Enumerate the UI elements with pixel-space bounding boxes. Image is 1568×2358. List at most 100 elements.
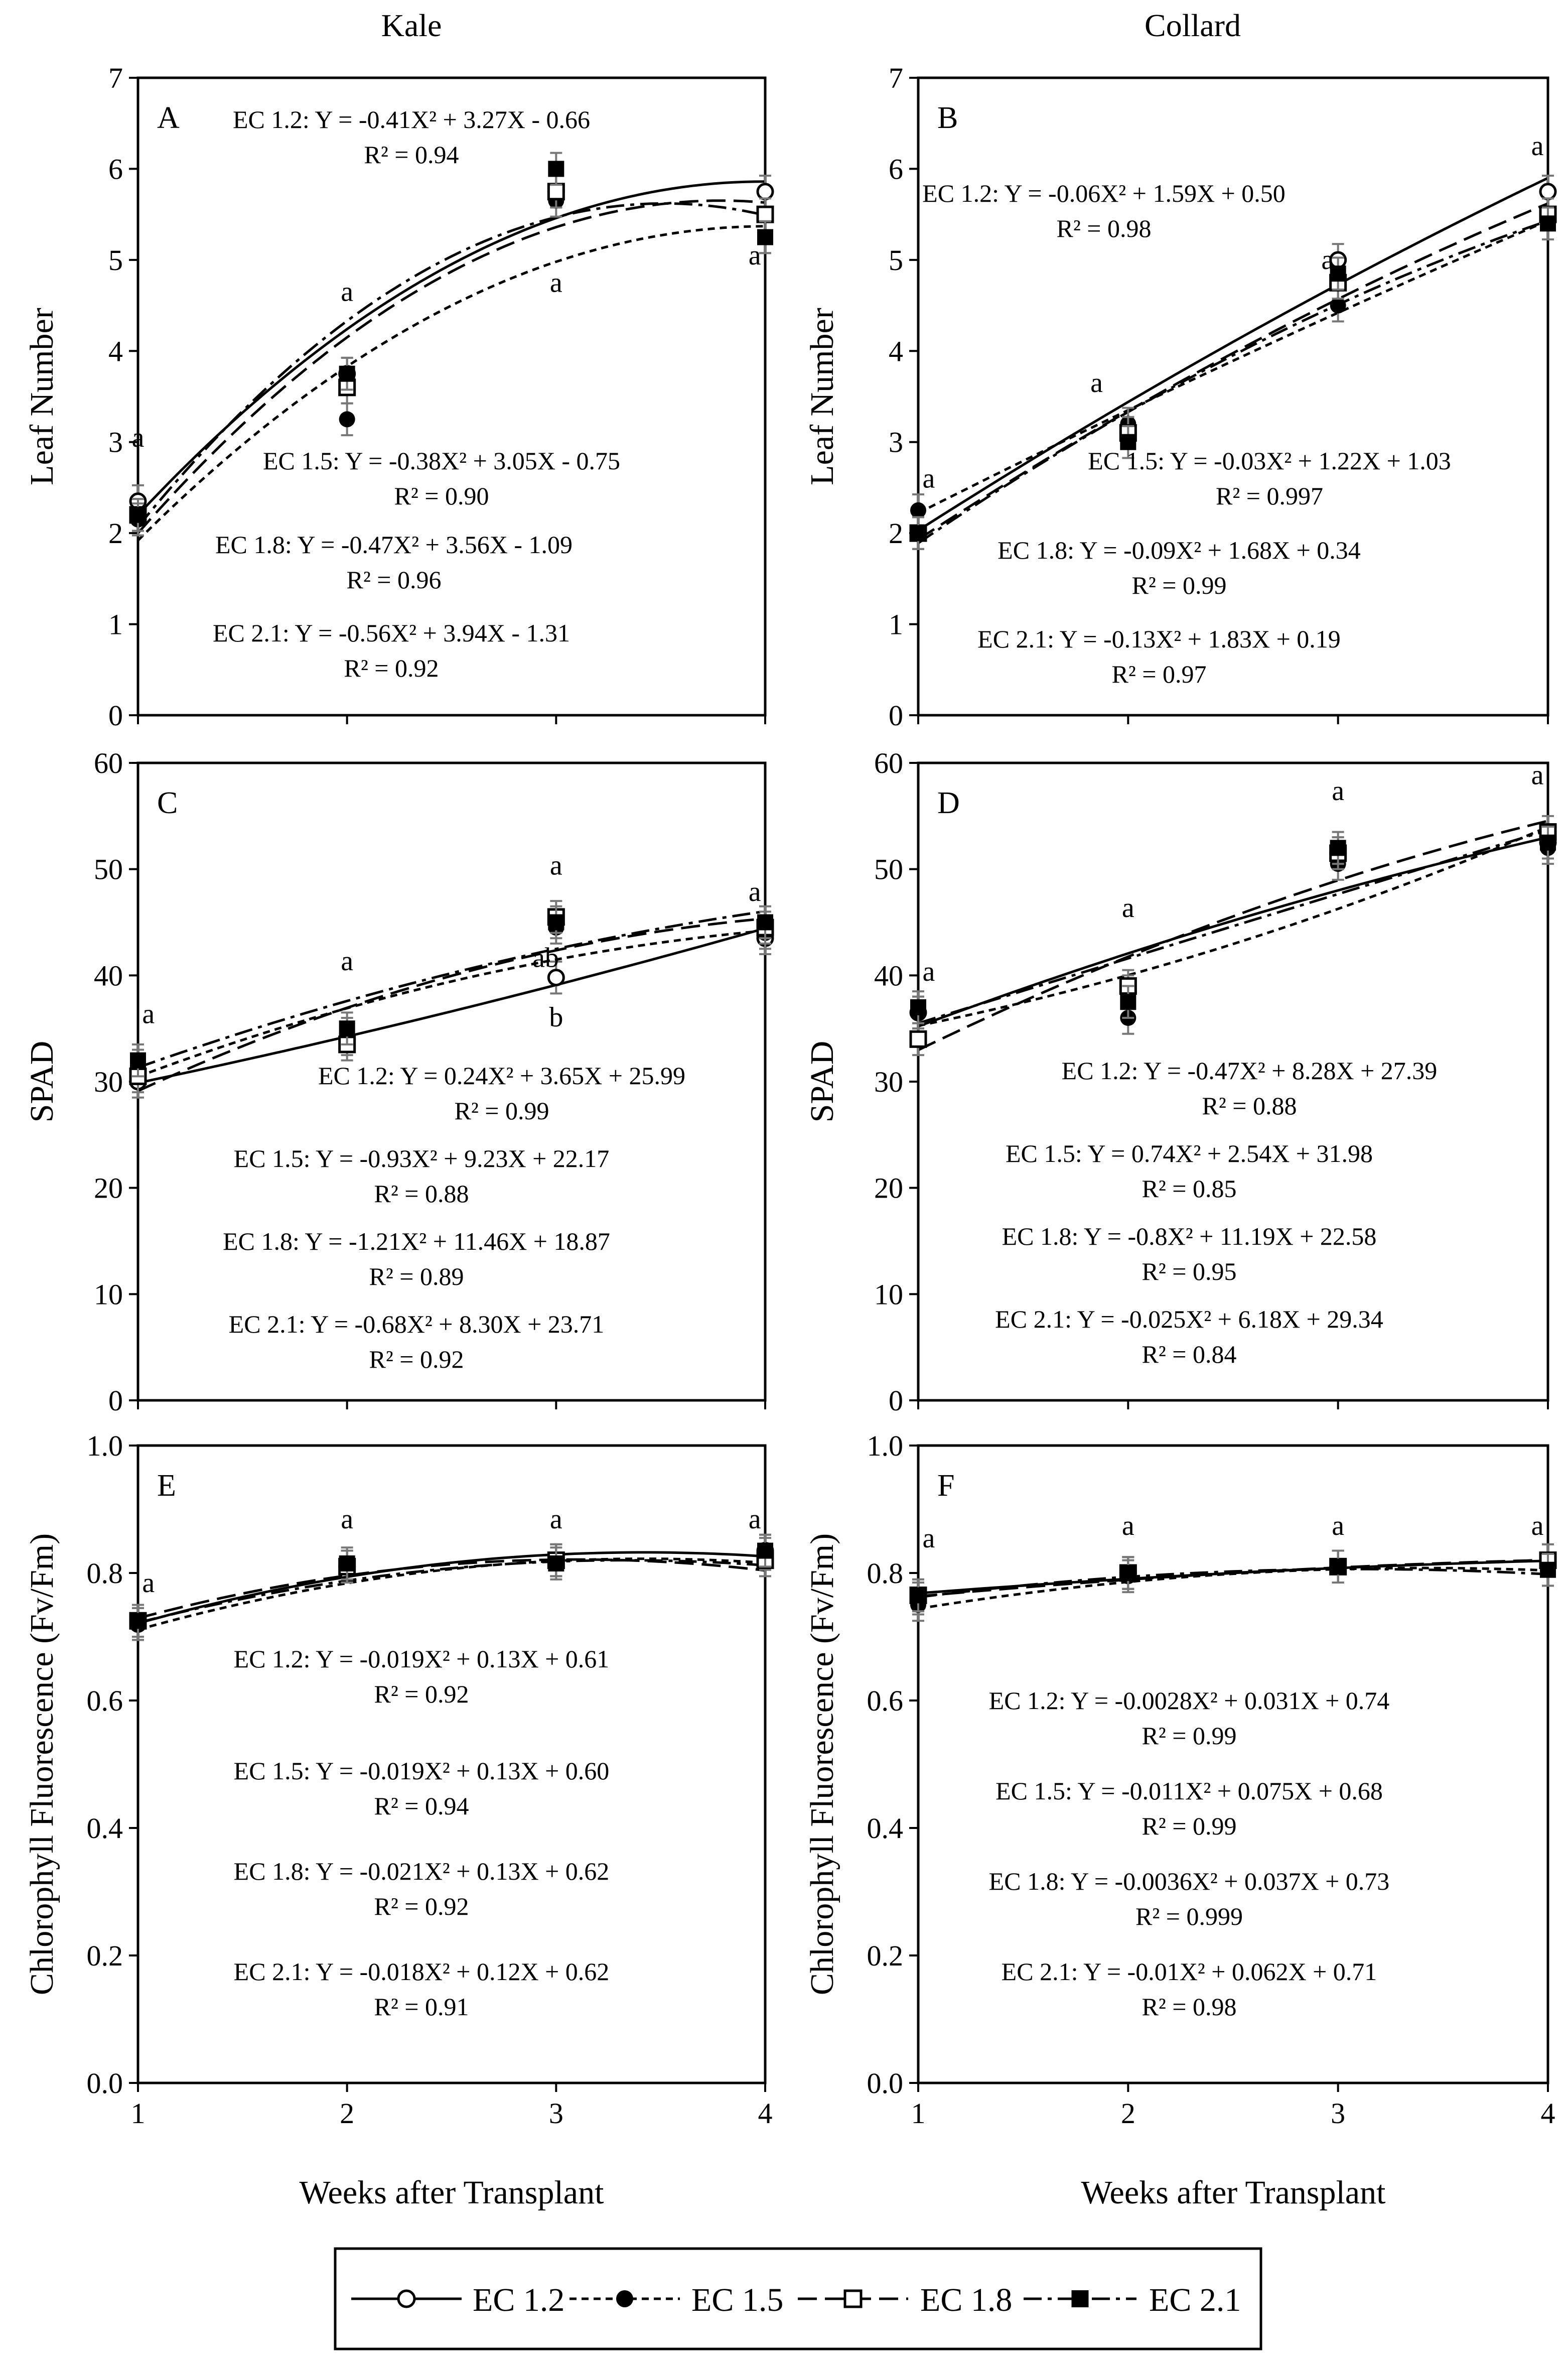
- y-tick-label: 0.8: [87, 1557, 123, 1590]
- x-tick-label: 2: [340, 2097, 354, 2130]
- significance-letter: a: [749, 240, 761, 271]
- regression-equation: EC 1.2: Y = -0.47X² + 8.28X + 27.39: [1062, 1057, 1438, 1085]
- legend-label-ec12: EC 1.2: [473, 2282, 564, 2318]
- fit-curve-ec12: [917, 177, 1549, 532]
- column-title-collard: Collard: [1145, 8, 1241, 43]
- significance-letter: a: [1122, 892, 1134, 924]
- data-point-ec12: [756, 183, 774, 201]
- data-point-ec21: [130, 1613, 146, 1629]
- data-point-ec21: [1540, 1561, 1556, 1578]
- x-tick-label: 4: [758, 2097, 773, 2130]
- significance-letter: a: [142, 999, 155, 1030]
- panel-letter: B: [937, 101, 958, 135]
- data-point-ec12: [1539, 183, 1557, 201]
- y-tick-label: 0: [108, 699, 123, 732]
- y-tick-label: 6: [108, 153, 123, 185]
- significance-letter: a: [1122, 1510, 1134, 1541]
- legend-label-ec15: EC 1.5: [691, 2282, 783, 2318]
- significance-letter: a: [1531, 130, 1544, 162]
- legend-marker-filled-square: [1071, 2290, 1089, 2307]
- panel-f: 0.0 0.2 0.4 0.6 0.8 1.0 1 2 3 4 Chlorophyll Fluore…: [804, 1429, 1557, 2130]
- fit-curve-ec15: [917, 219, 1548, 514]
- regression-equation: EC 2.1: Y = -0.018X² + 0.12X + 0.62: [234, 1957, 610, 1986]
- data-point-ec21: [757, 1542, 773, 1559]
- panel-letter: C: [157, 786, 178, 820]
- r-squared: R² = 0.89: [369, 1262, 464, 1290]
- data-point-ec15: [910, 502, 926, 518]
- panel-d: 0 10 20 30 40 50 60 SPAD Da a a a EC 1.2: Y = -0.47X…: [804, 747, 1557, 1417]
- y-tick-label: 10: [94, 1278, 123, 1311]
- y-tick-label: 0.4: [87, 1812, 123, 1845]
- y-tick-label: 0.6: [867, 1684, 904, 1717]
- y-tick-label: 3: [889, 426, 903, 459]
- regression-equation: EC 1.5: Y = -0.03X² + 1.22X + 1.03: [1088, 447, 1451, 475]
- significance-letter: b: [549, 1002, 563, 1033]
- significance-letter: a: [341, 277, 353, 308]
- r-squared: R² = 0.97: [1111, 660, 1206, 688]
- y-tick-label: 10: [874, 1278, 903, 1311]
- y-tick-label: 1: [108, 608, 123, 641]
- significance-letter: a: [749, 1504, 761, 1535]
- r-squared: R² = 0.94: [374, 1792, 469, 1820]
- regression-equation: EC 1.2: Y = -0.0028X² + 0.031X + 0.74: [989, 1686, 1390, 1715]
- y-tick-label: 7: [889, 62, 903, 94]
- regression-equation: EC 1.8: Y = -0.0036X² + 0.037X + 0.73: [989, 1867, 1390, 1895]
- y-tick-label: 20: [94, 1172, 123, 1205]
- y-tick-label: 0.0: [87, 2067, 123, 2100]
- x-tick-label: 2: [1121, 2097, 1135, 2130]
- data-point-ec21: [910, 1587, 926, 1604]
- significance-letter: a: [132, 422, 145, 453]
- data-point-ec21: [1330, 266, 1346, 282]
- y-tick-label: 0: [889, 699, 903, 732]
- r-squared: R² = 0.997: [1216, 482, 1323, 510]
- legend-marker-open-square: [843, 2289, 863, 2308]
- y-tick-label: 0.0: [867, 2067, 904, 2100]
- y-tick-label: 30: [874, 1066, 903, 1098]
- regression-equation: EC 2.1: Y = -0.01X² + 0.062X + 0.71: [1002, 1957, 1377, 1986]
- data-point-ec21: [1540, 834, 1556, 851]
- data-point-ec21: [1120, 1565, 1136, 1581]
- r-squared: R² = 0.88: [1202, 1092, 1297, 1120]
- plot-frame: [136, 76, 767, 717]
- fit-curve-ec18: [917, 202, 1548, 541]
- plot-frame: [917, 1444, 1549, 2084]
- data-point-ec21: [1120, 994, 1136, 1010]
- data-point-ec21: [1540, 215, 1556, 232]
- y-tick-label: 60: [874, 747, 903, 779]
- r-squared: R² = 0.92: [374, 1892, 469, 1920]
- legend: EC 1.2 EC 1.5 EC 1.8 EC 2.1: [334, 2247, 1262, 2350]
- y-tick-label: 4: [108, 335, 123, 367]
- data-point-ec18: [756, 205, 774, 223]
- x-axis-title-collard: Weeks after Transplant: [1081, 2174, 1386, 2211]
- r-squared: R² = 0.96: [346, 566, 441, 594]
- y-tick-label: 0.2: [867, 1939, 904, 1972]
- regression-equation: EC 1.5: Y = -0.011X² + 0.075X + 0.68: [995, 1777, 1383, 1805]
- r-squared: R² = 0.85: [1142, 1174, 1236, 1203]
- y-tick-label: 40: [874, 959, 903, 992]
- y-tick-label: 0.8: [867, 1557, 904, 1590]
- fit-curve-ec18: [137, 199, 766, 534]
- regression-equation: EC 1.2: Y = -0.41X² + 3.27X - 0.66: [233, 105, 590, 134]
- x-tick-label: 1: [911, 2097, 926, 2130]
- regression-equation: EC 2.1: Y = -0.56X² + 3.94X - 1.31: [213, 619, 570, 647]
- data-point-ec15: [339, 411, 355, 428]
- r-squared: R² = 0.98: [1142, 1993, 1236, 2021]
- panel-letter: E: [157, 1469, 176, 1503]
- significance-letter: ab: [532, 942, 559, 973]
- y-tick-label: 2: [108, 517, 123, 550]
- y-axis-title: SPAD: [24, 1041, 60, 1123]
- fit-curve-ec21: [137, 910, 766, 1069]
- fit-curve-ec18: [917, 820, 1548, 1052]
- regression-equation: EC 2.1: Y = -0.68X² + 8.30X + 23.71: [229, 1310, 605, 1338]
- y-tick-label: 3: [108, 426, 123, 459]
- significance-letter: a: [550, 1504, 562, 1535]
- regression-equation: EC 1.2: Y = -0.06X² + 1.59X + 0.50: [922, 179, 1286, 207]
- significance-letter: a: [1531, 759, 1544, 791]
- legend-marker-open-circle: [397, 2289, 416, 2308]
- r-squared: R² = 0.91: [374, 1993, 469, 2021]
- regression-equation: EC 2.1: Y = -0.025X² + 6.18X + 29.34: [995, 1305, 1383, 1333]
- r-squared: R² = 0.92: [344, 654, 439, 682]
- y-tick-label: 50: [94, 853, 123, 886]
- r-squared: R² = 0.99: [454, 1097, 549, 1125]
- regression-equation: EC 1.8: Y = -0.8X² + 11.19X + 22.58: [1002, 1222, 1377, 1250]
